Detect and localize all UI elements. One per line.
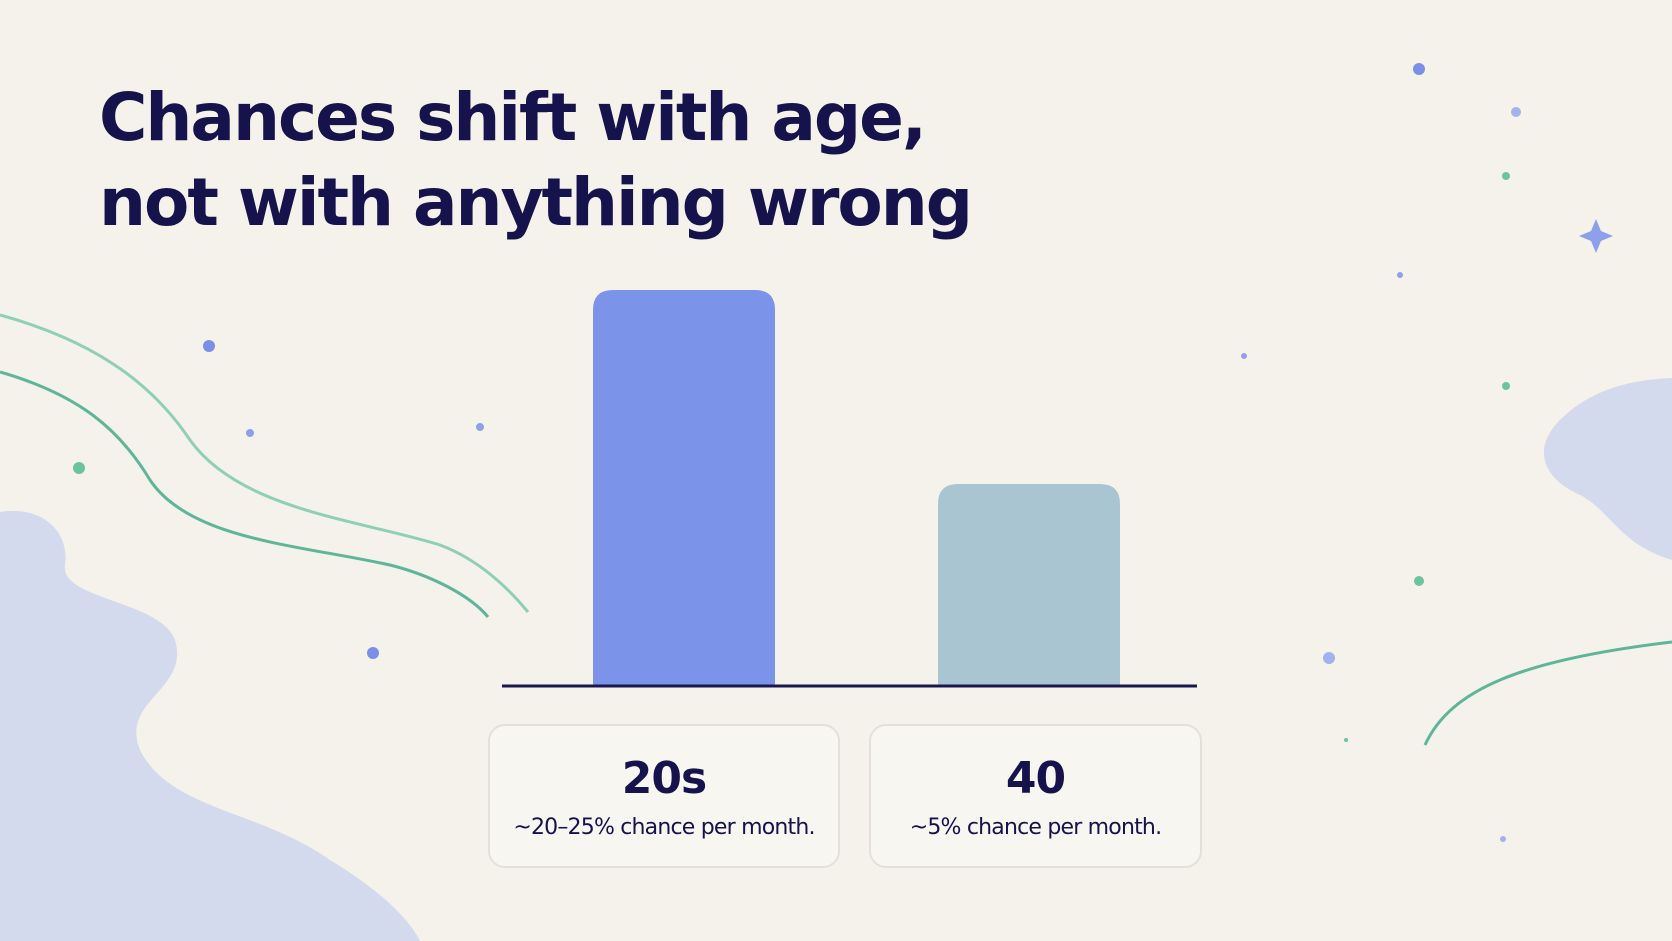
decor-sparkle: [1579, 219, 1613, 253]
decor-curve: [0, 370, 490, 618]
chart-title: not with anything wrong: [99, 164, 971, 241]
decor-dots: [73, 63, 1521, 842]
decor-blob: [1543, 378, 1672, 560]
category-description: ~20–25% chance per month.: [513, 815, 814, 840]
category-label: 40: [1006, 753, 1065, 804]
label-card: [488, 724, 840, 868]
chart-title: Chances shift with age,: [99, 79, 925, 156]
category-label: 20s: [622, 753, 706, 804]
decor-curve: [0, 313, 530, 613]
bar: [593, 290, 775, 686]
decor-blob: [0, 510, 420, 941]
bar: [938, 484, 1120, 686]
label-card: [869, 724, 1202, 868]
decor-curve: [1423, 640, 1672, 746]
category-description: ~5% chance per month.: [910, 815, 1162, 840]
